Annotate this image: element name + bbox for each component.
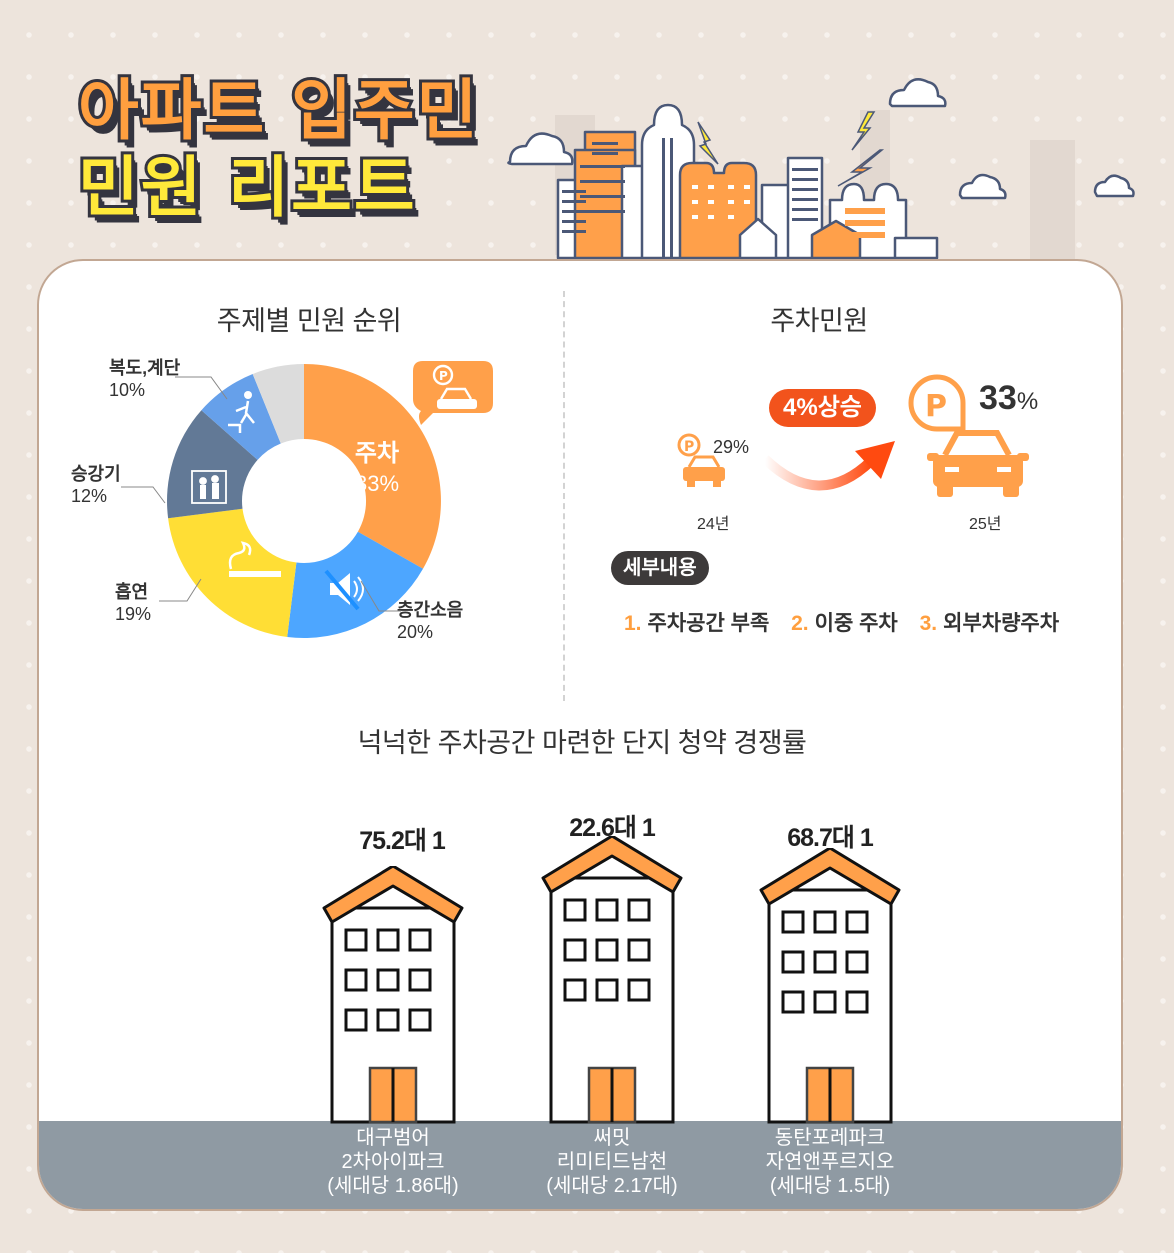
slice-parking — [304, 364, 441, 569]
label-elevator: 승강기 12% — [71, 464, 121, 506]
building-3-icon — [759, 848, 901, 1124]
slice-elevator — [167, 410, 258, 519]
parking-car-icon: P — [432, 364, 477, 409]
cloud-icon — [507, 132, 574, 166]
cloud-icon — [888, 78, 947, 108]
detail-item: 2. 이중 주차 — [791, 612, 898, 635]
detail-item: 1. 주차공간 부족 — [624, 612, 770, 635]
svg-text:P: P — [925, 389, 947, 424]
details-label: 세부내용 — [611, 551, 709, 585]
details-list: 1. 주차공간 부족 2. 이중 주차 3. 외부차량주차 — [624, 607, 1075, 637]
parking-car-small-icon: P — [677, 433, 725, 487]
prev-year-value: 29% — [713, 437, 750, 457]
complaint-donut-chart: 주차 33% — [167, 364, 441, 639]
stairs-walker-icon — [228, 391, 255, 433]
leader-line — [360, 580, 401, 612]
cloud-icon — [1093, 174, 1135, 198]
parking-callout: P — [413, 361, 493, 425]
building-2-icon — [541, 836, 683, 1124]
increase-arrow-icon — [761, 441, 895, 491]
ratio-building-1: 75.2대 1 — [359, 827, 446, 855]
leader-line — [159, 578, 202, 602]
lightning-icon — [851, 111, 876, 151]
slice-parking-value: 33% — [355, 471, 399, 496]
title-line-1: 아파트 입주민 — [75, 72, 480, 149]
elevator-icon — [191, 470, 227, 504]
ground-strip — [39, 1121, 1121, 1209]
slice-parking-name: 주차 — [355, 439, 399, 467]
label-noise: 층간소음 20% — [397, 600, 464, 642]
smoking-icon — [228, 541, 281, 577]
ranking-title: 주제별 민원 순위 — [216, 306, 402, 336]
cloud-icon — [958, 173, 1007, 200]
svg-text:P: P — [684, 439, 694, 455]
parking-car-large-icon: P — [908, 374, 1029, 497]
prev-year-label: 24년 — [697, 516, 730, 533]
curr-year-label: 25년 — [969, 516, 1002, 533]
leader-line — [121, 486, 166, 504]
city-skyline-illustration — [507, 78, 1135, 260]
slice-hallway — [201, 374, 281, 460]
lightning-icon — [697, 121, 719, 165]
title-line-2: 민원 리포트 — [75, 149, 418, 226]
mute-speaker-icon — [324, 569, 364, 611]
report-card: 주제별 민원 순위 주차 33% — [37, 259, 1123, 1211]
label-smoking: 흡연 19% — [115, 582, 152, 624]
lightning-icon — [837, 149, 885, 187]
parking-title: 주차민원 — [770, 306, 868, 336]
label-hallway: 복도,계단 10% — [109, 358, 181, 400]
competition-title: 넉넉한 주차공간 마련한 단지 청약 경쟁률 — [357, 728, 807, 758]
building-1-icon — [322, 866, 464, 1124]
building-1-label: 대구범어 2차아이파크 (세대당 1.86대) — [327, 1127, 459, 1197]
increase-badge: 4%상승 — [769, 389, 876, 427]
section-divider — [563, 291, 565, 701]
detail-item: 3. 외부차량주차 — [919, 612, 1060, 635]
curr-year-value: 33% — [979, 379, 1039, 417]
building-2-label: 써밋 리미티드남천 (세대당 2.17대) — [546, 1127, 678, 1197]
building-3-label: 동탄포레파크 자연앤푸르지오 (세대당 1.5대) — [765, 1127, 895, 1197]
svg-text:P: P — [439, 369, 448, 383]
slice-noise — [287, 531, 423, 639]
slice-other — [252, 364, 304, 444]
leader-line — [175, 376, 228, 400]
